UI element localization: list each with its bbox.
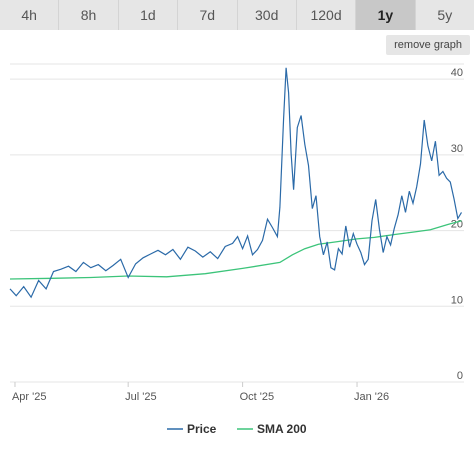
tab-4h[interactable]: 4h — [0, 0, 60, 30]
x-tick-label: Oct '25 — [240, 391, 275, 403]
y-tick-label: 0 — [457, 370, 463, 382]
y-tick-label: 40 — [451, 67, 463, 79]
tab-8h[interactable]: 8h — [59, 0, 119, 30]
tab-120d[interactable]: 120d — [296, 0, 357, 30]
tab-5y[interactable]: 5y — [415, 0, 474, 30]
y-tick-label: 30 — [451, 143, 463, 155]
y-tick-label: 10 — [451, 294, 463, 306]
timeframe-tabs: 4h 8h 1d 7d 30d 120d 1y 5y — [0, 0, 474, 30]
chart-legend: Price SMA 200 — [167, 422, 307, 436]
tab-1y[interactable]: 1y — [356, 0, 416, 30]
remove-graph-button[interactable]: remove graph — [386, 35, 470, 55]
tab-30d[interactable]: 30d — [237, 0, 297, 30]
legend-sma-label: SMA 200 — [257, 422, 307, 436]
tab-7d[interactable]: 7d — [178, 0, 238, 30]
x-tick-label: Jan '26 — [354, 391, 389, 403]
x-tick-label: Apr '25 — [12, 391, 47, 403]
tab-1d[interactable]: 1d — [118, 0, 179, 30]
price-line — [9, 67, 463, 299]
legend-price-label: Price — [187, 422, 217, 436]
x-tick-label: Jul '25 — [125, 391, 156, 403]
